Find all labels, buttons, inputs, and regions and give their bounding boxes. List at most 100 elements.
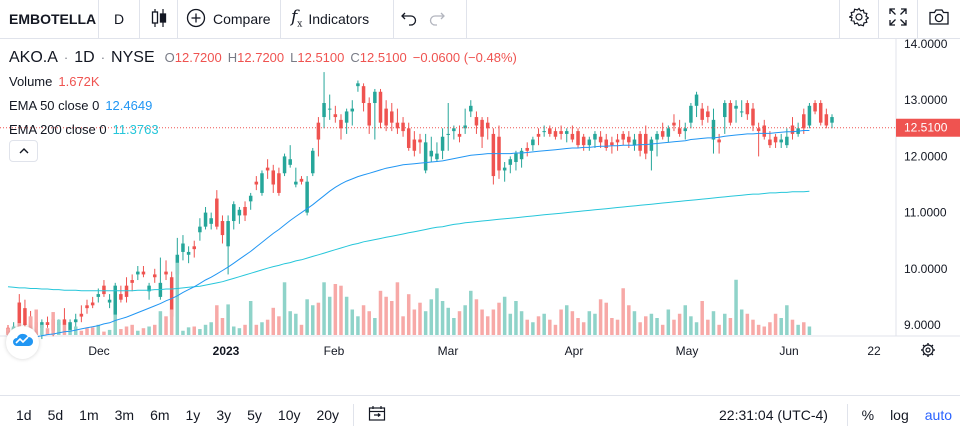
calendar-icon (368, 406, 386, 421)
volume-bar (660, 324, 665, 335)
legend-collapse-button[interactable] (9, 140, 38, 162)
legend-ema200-row[interactable]: EMA 200 close 0 11.3763 (9, 118, 517, 142)
range-10y[interactable]: 10y (277, 406, 301, 423)
time-axis[interactable]: Dec 2023 Feb Mar Apr May Jun 22 (88, 344, 881, 358)
volume-bar (429, 299, 434, 335)
candle (265, 159, 270, 179)
volume-bar (344, 296, 349, 335)
range-1d[interactable]: 1d (16, 406, 32, 423)
volume-bar (598, 299, 603, 335)
volume-bar (418, 302, 422, 335)
candle (435, 142, 439, 163)
volume-bar (51, 312, 55, 335)
indicators-button[interactable]: fx Indicators (281, 0, 394, 38)
volume-bar (463, 305, 467, 335)
candle (130, 274, 134, 292)
ema50-label: EMA 50 close 0 (9, 98, 100, 113)
candle (796, 122, 800, 137)
candle (700, 103, 704, 126)
candle (322, 72, 326, 129)
chevron-up-icon (18, 142, 30, 160)
percent-scale-button[interactable]: % (861, 407, 875, 423)
range-5y[interactable]: 5y (247, 406, 262, 423)
volume-bar (271, 307, 276, 335)
volume-bar (649, 313, 654, 335)
candle (45, 316, 50, 328)
range-1m[interactable]: 1m (79, 406, 99, 423)
interval-button[interactable]: D (99, 0, 140, 38)
axis-settings-gear-icon[interactable] (921, 343, 935, 357)
auto-scale-button[interactable]: auto (924, 407, 952, 423)
volume-bar (169, 309, 174, 335)
legend-low-value: 12.5100 (297, 50, 345, 65)
volume-bar (497, 302, 501, 335)
candle (610, 136, 614, 154)
volume-bar (62, 324, 67, 335)
time-tick-label: Jun (779, 344, 798, 358)
volume-bar (90, 327, 95, 335)
candle (536, 128, 541, 146)
range-3y[interactable]: 3y (216, 406, 232, 423)
volume-bar (367, 311, 371, 335)
volume-bar (525, 319, 529, 335)
candle (390, 103, 394, 132)
candle (423, 133, 428, 174)
price-tick-label: 12.0000 (904, 149, 948, 163)
volume-bar (440, 301, 445, 335)
volume-bar (666, 309, 671, 335)
ema200-line (7, 190, 810, 292)
undo-redo-group (394, 0, 467, 38)
settings-button[interactable] (840, 0, 879, 38)
volume-bar (581, 322, 586, 335)
volume-bar (248, 301, 253, 335)
candle (689, 103, 693, 129)
time-tick-label: 2023 (213, 344, 240, 358)
volume-bar (107, 329, 112, 335)
volume-bar (68, 329, 72, 335)
price-axis[interactable]: 14.0000 13.0000 12.0000 11.0000 10.0000 9.000… (895, 39, 948, 336)
volume-bar (130, 324, 134, 335)
compare-button[interactable]: Compare (178, 0, 281, 38)
volume-bar (485, 316, 490, 335)
volume-bar (423, 311, 428, 335)
volume-bar (311, 305, 315, 335)
clock-timezone[interactable]: 22:31:04 (UTC-4) (719, 407, 828, 423)
volume-bar (316, 302, 321, 335)
legend-symbol[interactable]: AKO.A (9, 49, 58, 66)
candle (418, 133, 422, 154)
price-chart[interactable]: 14.0000 13.0000 12.0000 11.0000 10.0000 9.000… (0, 39, 960, 366)
symbol-search-field[interactable]: EMBOTELLA (0, 0, 99, 38)
candle (807, 103, 812, 129)
volume-bar (158, 311, 163, 335)
undo-icon[interactable] (400, 10, 418, 29)
top-toolbar: EMBOTELLA D Compare fx Indicators (0, 0, 960, 39)
volume-bar (564, 305, 569, 335)
candle (813, 100, 817, 115)
candle (824, 108, 829, 129)
legend-volume-row[interactable]: Volume 1.672K (9, 70, 517, 94)
ema50-value: 12.4649 (105, 98, 153, 113)
candle (344, 108, 349, 134)
volume-bar (717, 324, 721, 335)
legend-ema50-row[interactable]: EMA 50 close 0 12.4649 (9, 94, 517, 118)
tradingview-logo[interactable] (6, 326, 39, 359)
candle (152, 268, 157, 283)
range-5d[interactable]: 5d (47, 406, 64, 423)
range-6m[interactable]: 6m (150, 406, 170, 423)
log-scale-button[interactable]: log (890, 407, 909, 423)
volume-bar (339, 285, 343, 335)
screenshot-button[interactable] (918, 0, 960, 38)
chart-type-button[interactable] (140, 0, 178, 38)
volume-bar (136, 330, 140, 335)
candle (79, 305, 84, 323)
redo-icon[interactable] (428, 10, 446, 29)
volume-bar (181, 330, 185, 335)
date-range-button[interactable] (360, 405, 394, 424)
candle (745, 100, 750, 120)
range-3m[interactable]: 3m (114, 406, 135, 423)
fullscreen-button[interactable] (879, 0, 918, 38)
range-20y[interactable]: 20y (316, 406, 340, 423)
volume-bar (627, 305, 631, 335)
range-1y[interactable]: 1y (185, 406, 201, 423)
legend-high-value: 12.7200 (237, 50, 285, 65)
